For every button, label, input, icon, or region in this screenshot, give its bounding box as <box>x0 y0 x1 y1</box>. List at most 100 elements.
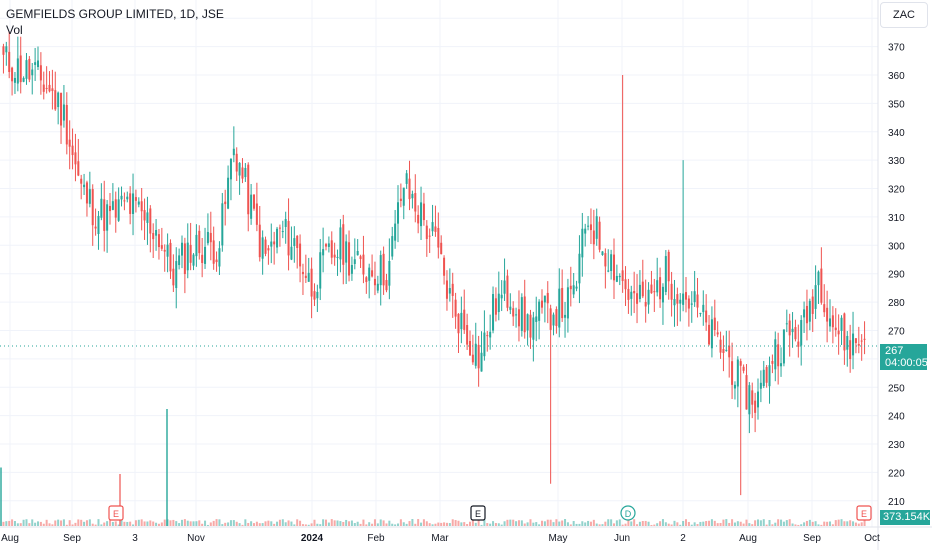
candle-body[interactable] <box>51 88 54 92</box>
candle-body[interactable] <box>782 329 785 364</box>
candle-body[interactable] <box>106 204 109 231</box>
dividend-icon[interactable] <box>620 505 636 521</box>
candle-body[interactable] <box>322 249 325 256</box>
candle-body[interactable] <box>690 303 693 305</box>
candle-body[interactable] <box>569 285 572 290</box>
candle-body[interactable] <box>667 251 670 282</box>
candle-body[interactable] <box>175 261 178 289</box>
candle-body[interactable] <box>183 243 186 275</box>
candle-body[interactable] <box>313 291 316 300</box>
candle-body[interactable] <box>650 284 653 294</box>
candle-body[interactable] <box>664 256 667 293</box>
candle-body[interactable] <box>324 244 328 247</box>
candle-body[interactable] <box>849 340 852 360</box>
candle-body[interactable] <box>408 178 411 200</box>
candle-body[interactable] <box>299 243 302 267</box>
candle-body[interactable] <box>180 242 184 256</box>
event-earnings[interactable]: E <box>470 505 486 521</box>
candle-body[interactable] <box>8 51 11 73</box>
candle-body[interactable] <box>411 193 414 199</box>
candle-body[interactable] <box>676 294 679 304</box>
candle-body[interactable] <box>244 167 247 178</box>
candle-body[interactable] <box>114 199 117 218</box>
candle-body[interactable] <box>296 235 299 248</box>
candle-body[interactable] <box>440 242 443 255</box>
candle-body[interactable] <box>532 317 535 340</box>
candle-body[interactable] <box>94 226 97 229</box>
candle-body[interactable] <box>235 153 238 172</box>
candle-body[interactable] <box>722 349 725 354</box>
candle-body[interactable] <box>592 230 595 245</box>
candle-body[interactable] <box>290 246 293 260</box>
candle-body[interactable] <box>195 234 198 257</box>
candle-body[interactable] <box>391 236 394 257</box>
candle-body[interactable] <box>509 306 512 310</box>
candle-body[interactable] <box>34 62 37 65</box>
candle-body[interactable] <box>604 253 607 267</box>
candle-body[interactable] <box>91 189 94 226</box>
candle-body[interactable] <box>365 277 368 282</box>
candle-body[interactable] <box>339 227 342 260</box>
candle-body[interactable] <box>77 161 80 176</box>
candle-body[interactable] <box>460 312 463 330</box>
candle-body[interactable] <box>598 221 601 250</box>
candle-body[interactable] <box>267 248 270 251</box>
candle-body[interactable] <box>201 254 204 263</box>
candle-body[interactable] <box>656 280 659 293</box>
candle-body[interactable] <box>515 314 518 316</box>
candle-body[interactable] <box>627 288 630 300</box>
candle-body[interactable] <box>54 90 57 110</box>
candle-body[interactable] <box>382 253 385 286</box>
candle-body[interactable] <box>166 244 169 257</box>
candle-body[interactable] <box>247 164 250 215</box>
candle-body[interactable] <box>506 275 509 308</box>
candle-body[interactable] <box>774 339 777 370</box>
candle-body[interactable] <box>742 366 745 371</box>
candle-body[interactable] <box>705 310 708 323</box>
earnings-icon[interactable] <box>856 505 872 521</box>
candle-body[interactable] <box>146 212 149 223</box>
candle-body[interactable] <box>754 400 757 413</box>
candle-body[interactable] <box>788 320 791 336</box>
candle-body[interactable] <box>846 335 849 350</box>
candle-body[interactable] <box>494 298 497 315</box>
candle-body[interactable] <box>765 367 768 383</box>
candle-body[interactable] <box>566 287 569 319</box>
candle-body[interactable] <box>327 243 330 247</box>
candle-body[interactable] <box>258 224 261 258</box>
candle-body[interactable] <box>572 285 575 295</box>
candle-body[interactable] <box>780 363 783 367</box>
candle-body[interactable] <box>797 341 800 347</box>
candle-body[interactable] <box>25 60 28 79</box>
candle-body[interactable] <box>83 184 86 188</box>
candle-body[interactable] <box>679 299 682 304</box>
candle-body[interactable] <box>178 255 181 266</box>
candle-body[interactable] <box>638 284 641 299</box>
candle-body[interactable] <box>860 340 863 342</box>
candle-body[interactable] <box>431 222 434 232</box>
candle-body[interactable] <box>160 245 163 249</box>
candle-body[interactable] <box>699 312 702 314</box>
candle-body[interactable] <box>270 241 273 247</box>
candle-body[interactable] <box>601 251 604 256</box>
candle-body[interactable] <box>255 203 258 225</box>
candle-body[interactable] <box>85 182 88 204</box>
candle-body[interactable] <box>584 228 587 234</box>
candle-body[interactable] <box>615 275 618 282</box>
candle-body[interactable] <box>19 55 22 83</box>
candle-body[interactable] <box>647 289 650 305</box>
candle-body[interactable] <box>238 162 241 176</box>
candle-body[interactable] <box>281 231 284 233</box>
candle-body[interactable] <box>733 384 736 389</box>
candle-body[interactable] <box>232 148 235 156</box>
candle-body[interactable] <box>454 299 457 317</box>
candle-body[interactable] <box>540 300 544 308</box>
candle-body[interactable] <box>264 239 267 254</box>
candle-body[interactable] <box>762 369 765 387</box>
candle-body[interactable] <box>777 344 780 367</box>
candle-body[interactable] <box>120 195 123 200</box>
candle-body[interactable] <box>149 208 152 234</box>
candle-body[interactable] <box>385 280 388 291</box>
candle-body[interactable] <box>287 220 290 256</box>
